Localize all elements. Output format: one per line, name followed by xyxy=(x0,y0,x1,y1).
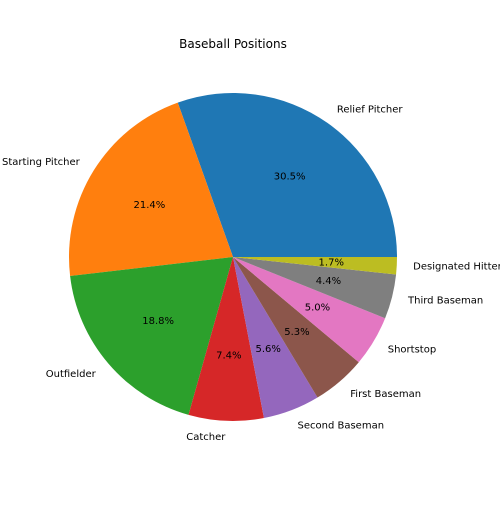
pie-slice-designated-hitter xyxy=(233,257,397,275)
slice-label: Third Baseman xyxy=(407,296,483,307)
slice-label: Outfielder xyxy=(46,369,97,380)
pie-slice-starting-pitcher xyxy=(68,102,233,276)
pie-slice-third-baseman xyxy=(233,257,397,319)
slice-percent-label: 18.8% xyxy=(142,316,174,327)
slice-percent-label: 7.4% xyxy=(216,350,241,361)
slice-percent-label: 5.6% xyxy=(255,344,280,355)
pie-percent-labels: 30.5% 21.4% 18.8% 7.4% 5.6% 5.3% 5.0% 4.4% 1.7% xyxy=(134,172,344,362)
chart-title: Baseball Positions xyxy=(179,37,287,51)
slice-label: Relief Pitcher xyxy=(337,105,404,116)
slice-label: Designated Hitter xyxy=(413,262,500,273)
pie-slices xyxy=(68,92,397,421)
pie-slice-second-baseman xyxy=(233,257,318,419)
slice-percent-label: 4.4% xyxy=(316,276,341,287)
slice-label: First Baseman xyxy=(350,389,421,400)
slice-label: Starting Pitcher xyxy=(2,157,81,168)
pie-slice-first-baseman xyxy=(233,257,359,398)
pie-slice-shortstop xyxy=(233,257,386,363)
slice-percent-label: 5.0% xyxy=(305,303,330,314)
slice-percent-label: 5.3% xyxy=(284,327,309,338)
slice-percent-label: 21.4% xyxy=(134,200,166,211)
pie-slice-relief-pitcher xyxy=(177,92,397,257)
slice-percent-label: 30.5% xyxy=(274,172,306,183)
slice-label: Second Baseman xyxy=(298,420,385,431)
slice-label: Catcher xyxy=(186,432,226,443)
pie-slice-outfielder xyxy=(70,257,233,415)
pie-slice-catcher xyxy=(188,257,264,421)
slice-percent-label: 1.7% xyxy=(319,257,344,268)
pie-labels: Relief Pitcher Starting Pitcher Outfielder… xyxy=(2,105,500,444)
slice-label: Shortstop xyxy=(388,345,436,356)
